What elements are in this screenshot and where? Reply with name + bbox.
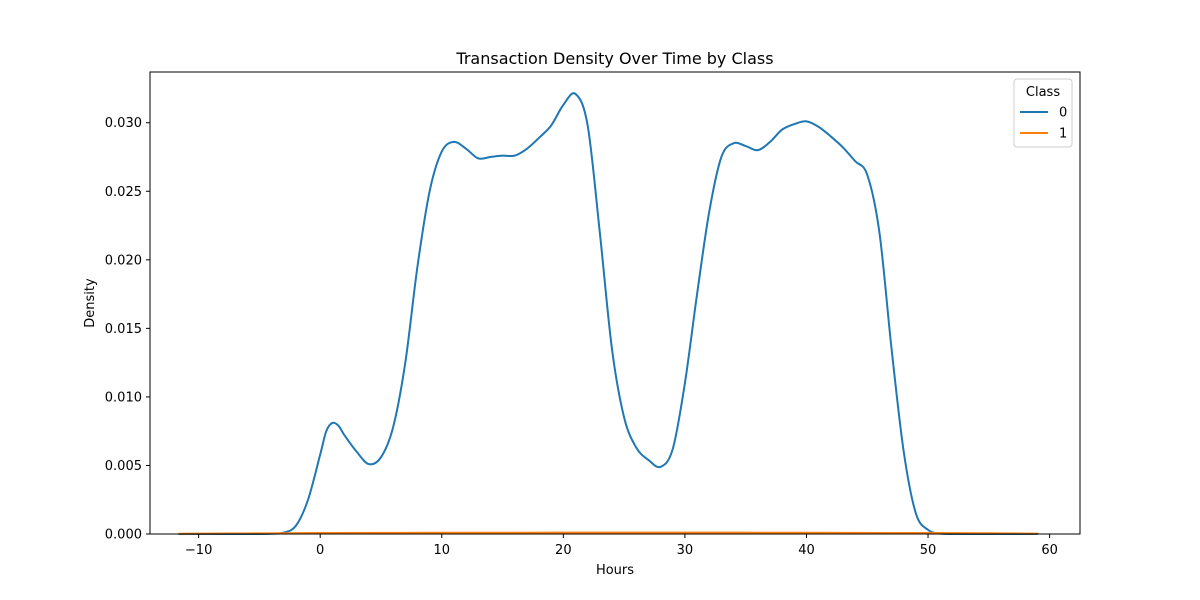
y-tick-label: 0.005 — [105, 459, 142, 474]
x-tick-label: −10 — [185, 543, 212, 558]
x-tick-label: 10 — [433, 543, 450, 558]
x-tick-label: 50 — [920, 543, 937, 558]
legend-entries: 01 — [1020, 106, 1067, 142]
legend-title: Class — [1026, 85, 1060, 100]
x-axis: −10 0 10 20 30 40 50 60 — [185, 534, 1058, 558]
plot-area — [178, 92, 1039, 536]
x-tick-label: 0 — [316, 543, 324, 558]
x-tick-label: 60 — [1041, 543, 1058, 558]
x-axis-label: Hours — [596, 563, 634, 578]
x-tick-label: 30 — [677, 543, 694, 558]
y-tick-label: 0.015 — [105, 322, 142, 337]
y-tick-label: 0.030 — [105, 116, 142, 131]
legend-label-0: 0 — [1059, 106, 1067, 121]
series-line-1 — [178, 531, 1039, 535]
y-axis: 0.000 0.005 0.010 0.015 0.020 0.025 0.030 — [105, 116, 150, 543]
y-tick-label: 0.010 — [105, 390, 142, 405]
x-tick-label: 40 — [798, 543, 815, 558]
axes-frame — [149, 71, 1081, 535]
y-axis-label: Density — [83, 278, 98, 328]
y-tick-label: 0.020 — [105, 253, 142, 268]
x-tick-label: 20 — [555, 543, 572, 558]
series-line-0 — [178, 92, 1039, 536]
y-tick-label: 0.025 — [105, 185, 142, 200]
legend-label-1: 1 — [1059, 127, 1067, 142]
y-tick-label: 0.000 — [105, 528, 142, 543]
chart-title: Transaction Density Over Time by Class — [455, 49, 773, 68]
legend: Class 01 — [1013, 78, 1073, 148]
